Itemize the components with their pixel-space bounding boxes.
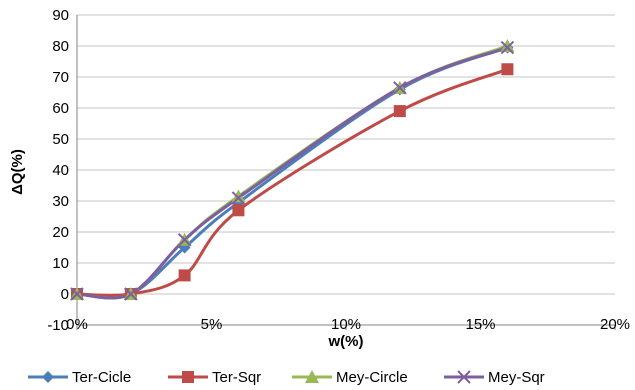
data-point-ter-sqr xyxy=(232,204,245,217)
marker-stroke xyxy=(393,81,407,95)
marker-stroke xyxy=(124,287,138,301)
legend-item-ter-sqr: Ter-Sqr xyxy=(168,369,261,386)
y-tick-label: 40 xyxy=(52,162,69,179)
x-tick-label: 10% xyxy=(331,316,361,333)
marker-stroke xyxy=(457,370,471,384)
legend-marker xyxy=(457,370,471,384)
x-tick-label: 5% xyxy=(201,316,223,333)
y-tick-label: 70 xyxy=(52,69,69,86)
series-markers xyxy=(70,39,515,301)
y-axis-title: ΔQ(%) xyxy=(9,149,26,195)
data-point-mey-sqr xyxy=(500,40,515,55)
legend-item-ter-cicle: Ter-Cicle xyxy=(28,369,131,386)
x-tick-label: 20% xyxy=(600,316,630,333)
y-tick-label: -10 xyxy=(47,317,69,334)
legend-item-mey-circle: Mey-Circle xyxy=(292,369,408,386)
data-point-mey-sqr xyxy=(177,233,192,247)
legend-label: Ter-Sqr xyxy=(212,369,261,386)
legend-label: Mey-Circle xyxy=(336,369,408,386)
marker-stroke xyxy=(177,233,192,247)
axes xyxy=(76,15,616,330)
marker-stroke xyxy=(70,287,84,301)
data-point-ter-sqr xyxy=(393,105,406,118)
marker-stroke xyxy=(500,40,515,55)
x-tick-label: 0% xyxy=(66,316,88,333)
legend-marker xyxy=(305,370,319,383)
y-tick-label: 60 xyxy=(52,100,69,117)
legend-label: Ter-Cicle xyxy=(72,369,131,386)
data-point-ter-sqr xyxy=(178,269,191,282)
x-tick-label: 15% xyxy=(465,316,495,333)
y-tick-label: 30 xyxy=(52,193,69,210)
data-point-mey-sqr xyxy=(124,287,138,301)
legend-marker xyxy=(42,371,54,383)
x-tick-labels: 0% 5% 10% 15% 20% xyxy=(66,316,630,333)
legend-item-mey-sqr: Mey-Sqr xyxy=(444,369,545,386)
legend: Ter-Cicle Ter-Sqr Mey-Circle Mey-Sqr xyxy=(28,369,545,386)
y-tick-labels: -10 0 10 20 30 40 50 60 70 80 90 xyxy=(47,7,69,334)
y-tick-label: 10 xyxy=(52,255,69,272)
y-tick-label: 50 xyxy=(52,131,69,148)
x-axis-title: w(%) xyxy=(328,333,364,350)
marker-stroke xyxy=(231,191,246,205)
legend-label: Mey-Sqr xyxy=(488,369,545,386)
data-point-ter-sqr xyxy=(501,63,514,76)
data-point-mey-circle xyxy=(500,39,515,52)
data-point-mey-sqr xyxy=(393,81,407,95)
y-tick-label: 0 xyxy=(61,286,69,303)
data-point-mey-sqr xyxy=(70,287,84,301)
data-point-mey-circle xyxy=(231,189,246,203)
legend-marker xyxy=(182,371,194,383)
data-point-mey-sqr xyxy=(231,191,246,205)
y-tick-label: 90 xyxy=(52,7,69,24)
y-tick-label: 20 xyxy=(52,224,69,241)
y-tick-label: 80 xyxy=(52,38,69,55)
